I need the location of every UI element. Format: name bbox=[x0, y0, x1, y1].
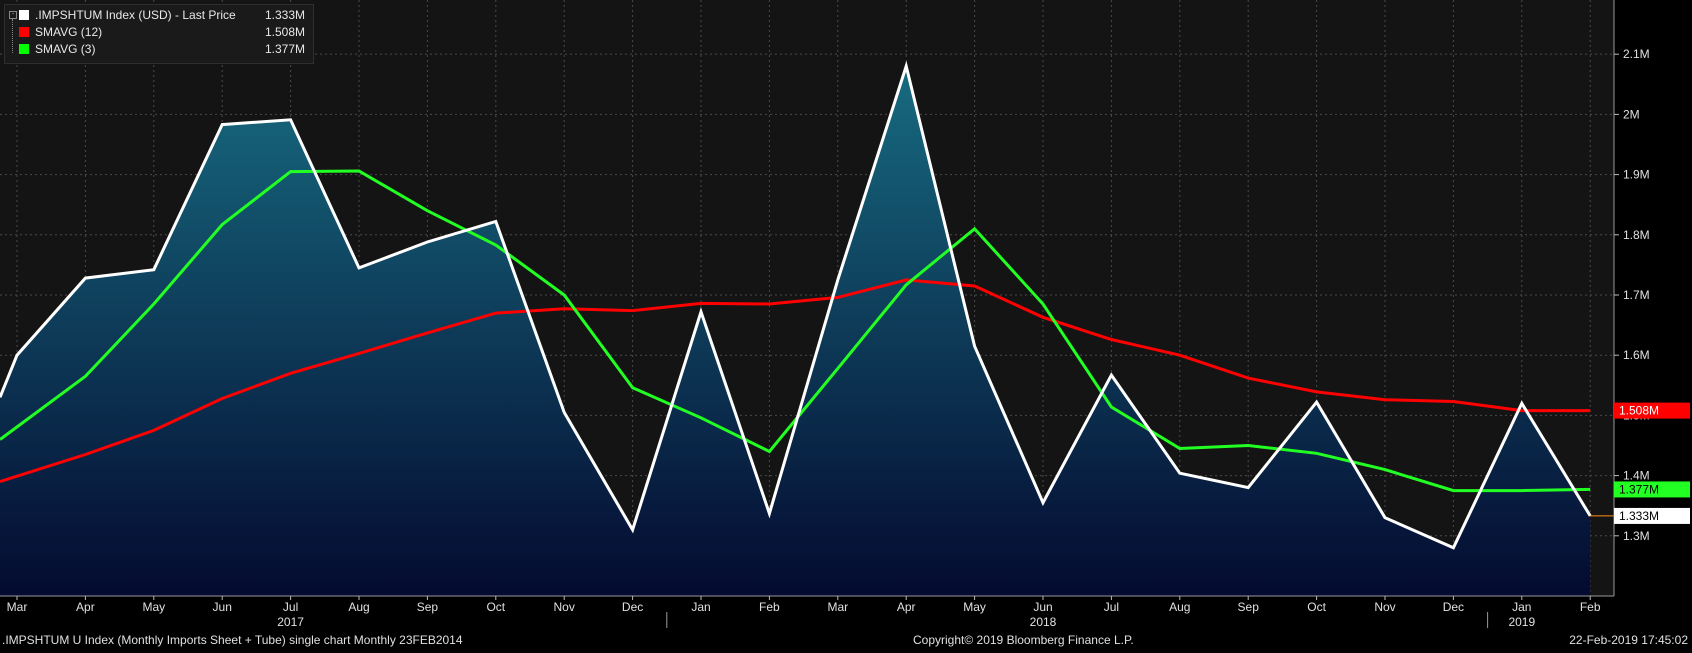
legend-item-price: .IMPSHTUM Index (USD) - Last Price 1.333… bbox=[5, 7, 313, 23]
smavg12-value-flag-label: 1.508M bbox=[1619, 404, 1659, 418]
x-tick-label: Mar bbox=[827, 600, 848, 614]
footer-chart-description: .IMPSHTUM U Index (Monthly Imports Sheet… bbox=[2, 633, 463, 647]
x-tick-label: Dec bbox=[1443, 600, 1464, 614]
x-tick-label: Apr bbox=[897, 600, 916, 614]
legend-value-price: 1.333M bbox=[264, 8, 305, 22]
year-label: 2019 bbox=[1508, 615, 1535, 629]
legend: - .IMPSHTUM Index (USD) - Last Price 1.3… bbox=[4, 4, 314, 64]
x-tick-label: Jan bbox=[691, 600, 710, 614]
smavg12-value-flag-box bbox=[1614, 402, 1690, 419]
legend-label-smavg12: SMAVG (12) bbox=[35, 25, 103, 39]
y-tick-label: 1.4M bbox=[1623, 469, 1650, 483]
legend-item-smavg12: SMAVG (12) 1.508M bbox=[5, 24, 313, 40]
legend-swatch-smavg12 bbox=[19, 27, 29, 37]
x-tick-label: Oct bbox=[486, 600, 505, 614]
legend-swatch-smavg3 bbox=[19, 44, 29, 54]
x-tick-label: Oct bbox=[1307, 600, 1326, 614]
x-tick-label: Jan bbox=[1512, 600, 1531, 614]
x-tick-label: Jun bbox=[1033, 600, 1052, 614]
y-tick-label: 1.9M bbox=[1623, 168, 1650, 182]
year-label: 2018 bbox=[1030, 615, 1057, 629]
x-tick-label: Apr bbox=[76, 600, 95, 614]
x-tick-label: Dec bbox=[622, 600, 643, 614]
x-tick-label: Sep bbox=[1238, 600, 1260, 614]
smavg3-line bbox=[0, 169, 1591, 493]
x-axis: Mar Apr May Jun Jul Aug Sep Oct Nov Dec Jan Feb Mar A… bbox=[7, 596, 1601, 629]
price-area-fill bbox=[0, 66, 1591, 596]
year-label: 2017 bbox=[277, 615, 304, 629]
legend-value-smavg12: 1.508M bbox=[264, 25, 305, 39]
value-flags: 1.508M 1.377M 1.333M bbox=[1590, 402, 1690, 524]
price-value-flag-box bbox=[1614, 507, 1690, 524]
x-tick-label: Jul bbox=[1104, 600, 1119, 614]
legend-value-smavg3: 1.377M bbox=[264, 42, 305, 56]
price-line bbox=[0, 60, 1592, 550]
series-lines bbox=[0, 60, 1592, 550]
legend-swatch-price bbox=[19, 10, 29, 20]
x-tick-label: Jun bbox=[213, 600, 232, 614]
footer-copyright: Copyright© 2019 Bloomberg Finance L.P. bbox=[913, 633, 1134, 647]
x-tick-label: Aug bbox=[348, 600, 369, 614]
y-tick-label: 2.1M bbox=[1623, 47, 1650, 61]
x-tick-label: May bbox=[963, 600, 986, 614]
x-tick-label: Feb bbox=[1580, 600, 1601, 614]
x-tick-label: May bbox=[142, 600, 165, 614]
footer-timestamp: 22-Feb-2019 17:45:02 bbox=[1569, 633, 1688, 647]
y-tick-label: 2M bbox=[1623, 107, 1640, 121]
y-tick-label: 1.7M bbox=[1623, 288, 1650, 302]
legend-tree-line bbox=[12, 19, 14, 53]
legend-collapse-toggle[interactable]: - bbox=[9, 11, 17, 19]
x-tick-label: Feb bbox=[759, 600, 780, 614]
price-value-flag-label: 1.333M bbox=[1619, 509, 1659, 523]
y-tick-label: 1.8M bbox=[1623, 228, 1650, 242]
x-tick-label: Sep bbox=[417, 600, 439, 614]
y-tick-label: 1.3M bbox=[1623, 529, 1650, 543]
x-tick-label: Jul bbox=[283, 600, 298, 614]
legend-label-smavg3: SMAVG (3) bbox=[35, 42, 96, 56]
legend-label-price: .IMPSHTUM Index (USD) - Last Price bbox=[35, 8, 236, 22]
smavg3-value-flag-box bbox=[1614, 481, 1690, 498]
x-tick-label: Nov bbox=[1374, 600, 1395, 614]
y-tick-label: 1.6M bbox=[1623, 348, 1650, 362]
x-tick-label: Mar bbox=[7, 600, 28, 614]
legend-item-smavg3: SMAVG (3) 1.377M bbox=[5, 41, 313, 57]
smavg3-value-flag-label: 1.377M bbox=[1619, 482, 1659, 496]
x-tick-label: Aug bbox=[1169, 600, 1190, 614]
smavg12-line bbox=[0, 278, 1591, 484]
x-tick-label: Nov bbox=[554, 600, 575, 614]
